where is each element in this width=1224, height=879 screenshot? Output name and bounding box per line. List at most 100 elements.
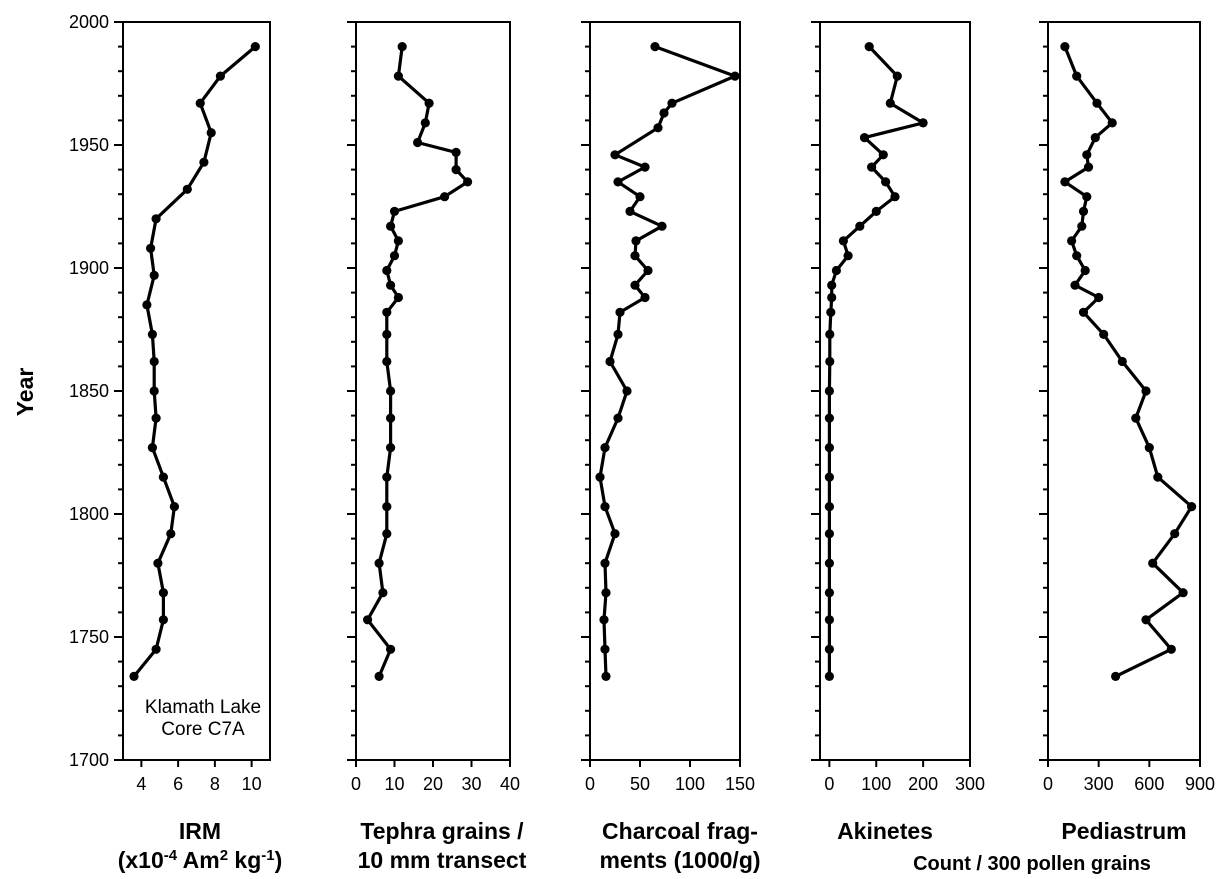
panel-tephra-data-point (451, 147, 461, 157)
panel-charcoal-data-point (600, 443, 610, 453)
panel-akinetes-data-point (824, 588, 835, 598)
panel-pediastrum-data-point (1148, 558, 1158, 568)
panel-pediastrum-data-point (1092, 98, 1102, 108)
panel-charcoal-data-point (595, 472, 605, 482)
panel-akinetes-data-point (881, 177, 891, 187)
panel-akinetes-xtick-label: 200 (908, 774, 938, 794)
panel-charcoal-xlabel-line1: Charcoal frag- (602, 818, 758, 844)
panel-charcoal-data-point (630, 280, 640, 290)
panel-akinetes-xtick-label: 100 (861, 774, 891, 794)
panel-tephra-data-point (382, 265, 392, 276)
panel-charcoal-data-point (613, 177, 623, 187)
panel-irm-data-point (182, 184, 192, 194)
y-axis-title: Year (12, 368, 38, 417)
panel-tephra-data-point (382, 502, 392, 512)
panel-akinetes-data-point (824, 558, 835, 568)
panel-akinetes-data-point (824, 615, 835, 625)
panel-pediastrum-data-point (1082, 192, 1092, 202)
panel-pediastrum-data-point (1153, 472, 1163, 482)
panel-charcoal-data-point (653, 123, 663, 133)
panel-irm-data-point (129, 671, 139, 682)
panel-irm-xtick-label: 10 (242, 774, 262, 794)
panel-tephra-frame (355, 21, 511, 761)
panel-charcoal-frame (589, 21, 741, 761)
panel-pediastrum-data-point (1060, 42, 1070, 52)
panel-pediastrum-data-point (1082, 150, 1092, 160)
panel-akinetes-data-point (838, 236, 849, 246)
panel-irm-data-point (151, 214, 161, 224)
panel-charcoal-xlabel-line2: ments (1000/g) (599, 847, 760, 873)
panel-charcoal-data-point (599, 615, 609, 625)
y-tick-label: 1900 (69, 258, 109, 278)
panel-tephra-data-point (393, 71, 403, 81)
panel-irm-data-point (149, 270, 159, 280)
panel-akinetes-data-point (824, 671, 835, 682)
panel-irm-data-point (158, 615, 168, 625)
panel-charcoal-data-point (659, 108, 669, 118)
panel-irm-data-point (151, 413, 161, 423)
panel-akinetes-xlabel: Akinetes (837, 818, 933, 844)
panel-akinetes-data-point (824, 644, 835, 654)
panel-charcoal-xtick-label: 0 (585, 774, 595, 794)
panel-charcoal-data-point (610, 150, 620, 160)
panel-charcoal-series-line (598, 45, 737, 677)
panel-tephra-data-point (382, 307, 392, 317)
panel-irm-xtick-label: 6 (173, 774, 183, 794)
panel-irm-data-point (149, 386, 159, 396)
panel-tephra: 0 10 20 30 40 Tephra grains / 10 mm transect (347, 21, 527, 873)
panel-tephra-xtick-label: 20 (423, 774, 443, 794)
panel-pediastrum-data-point (1072, 251, 1082, 261)
panel-charcoal-data-point (625, 206, 635, 216)
panel-tephra-xtick-label: 10 (384, 774, 404, 794)
panel-pediastrum-frame (1047, 21, 1201, 761)
panel-pediastrum-data-point (1094, 292, 1104, 303)
panel-tephra-data-point (386, 443, 396, 453)
panel-irm-frame (122, 21, 271, 761)
panel-pediastrum-data-point (1111, 671, 1121, 682)
panel-akinetes-data-point (890, 192, 900, 202)
panel-irm-xlabel-line2: (x10-4 Am2 kg-1) (118, 847, 283, 874)
panel-tephra-data-point (378, 588, 388, 598)
panel-akinetes-data-point (825, 329, 835, 339)
y-tick-label: 1850 (69, 381, 109, 401)
panel-tephra-data-point (374, 558, 384, 568)
panel-irm-data-point (215, 71, 225, 81)
panel-akinetes-data-point (827, 292, 837, 303)
panel-irm-data-point (206, 128, 216, 138)
y-tick-label: 1950 (69, 135, 109, 155)
panel-pediastrum-data-point (1090, 133, 1100, 143)
panel-akinetes-data-point (825, 356, 835, 367)
panel-charcoal-data-point (730, 71, 740, 81)
panel-charcoal-data-point (631, 236, 641, 246)
panel-tephra-data-point (397, 42, 407, 52)
panel-tephra-data-point (374, 671, 384, 682)
panel-tephra-data-point (389, 206, 400, 216)
panel-pediastrum-data-point (1083, 162, 1094, 172)
panel-tephra-series-line (366, 46, 470, 678)
panel-akinetes-xtick-label: 300 (955, 774, 985, 794)
panel-pediastrum-data-point (1078, 307, 1089, 317)
panel-tephra-data-point (386, 221, 396, 231)
panel-charcoal-data-point (622, 386, 632, 396)
panel-irm-data-point (147, 443, 157, 453)
panel-akinetes-data-point (871, 206, 881, 216)
panel-irm-data-point (151, 644, 161, 654)
panel-pediastrum-data-point (1141, 615, 1151, 625)
panel-irm-data-point (250, 42, 260, 52)
panel-akinetes-data-point (859, 133, 870, 143)
panel-irm-annotation-line2: Core C7A (161, 719, 245, 740)
panel-irm-xtick-label: 4 (136, 774, 146, 794)
panel-tephra-data-point (382, 329, 392, 339)
panel-charcoal-data-point (640, 292, 650, 303)
panel-tephra-data-point (420, 118, 430, 128)
panel-pediastrum-data-point (1077, 221, 1087, 231)
panel-charcoal-data-point (600, 644, 610, 654)
panel-irm-data-point (146, 243, 156, 253)
panel-pediastrum-data-point (1178, 588, 1188, 598)
panel-irm-data-point (149, 356, 159, 367)
y-tick-label: 1800 (69, 504, 109, 524)
panel-charcoal-data-point (657, 221, 667, 231)
panel-pediastrum-xtick-label: 0 (1043, 774, 1053, 794)
panel-irm-data-point (195, 98, 205, 108)
panel-charcoal-data-point (667, 98, 677, 108)
